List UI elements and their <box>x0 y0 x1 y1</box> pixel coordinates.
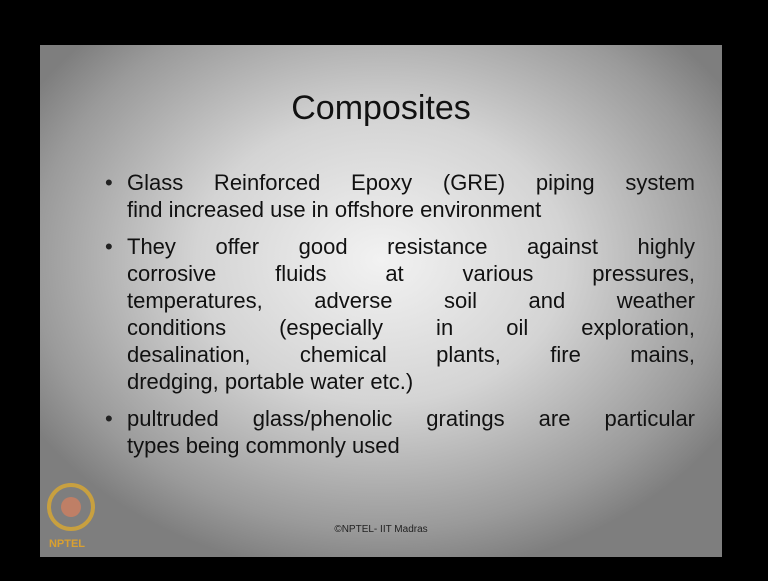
bullet-line: corrosive fluids at various pressures, <box>127 261 695 286</box>
logo: NPTEL <box>47 483 95 550</box>
bullet: • They offer good resistance against high… <box>105 233 695 395</box>
footer: ©NPTEL- IIT Madras <box>334 524 428 535</box>
slide-title: Composites <box>291 89 471 127</box>
bullet: • pultruded glass/phenolic gratings are p… <box>105 405 695 459</box>
bullet-line: pultruded glass/phenolic gratings are pa… <box>127 406 695 431</box>
bullet-list: • Glass Reinforced Epoxy (GRE) piping sys… <box>105 169 695 469</box>
bullet-line: conditions (especially in oil exploratio… <box>127 315 695 340</box>
bullet-line: They offer good resistance against highl… <box>127 234 695 259</box>
bullet-line: Glass Reinforced Epoxy (GRE) piping syst… <box>127 170 695 195</box>
logo-text: NPTEL <box>49 538 85 550</box>
bullet-dot: • <box>105 170 113 195</box>
bullet: • Glass Reinforced Epoxy (GRE) piping sys… <box>105 169 695 223</box>
logo-center <box>61 497 81 517</box>
slide: Composites • Glass Reinforced Epoxy (GRE)… <box>40 45 722 557</box>
bullet-line: find increased use in offshore environme… <box>127 197 542 222</box>
logo-ring <box>47 483 95 531</box>
bullet-line: types being commonly used <box>127 433 400 458</box>
bullet-line: desalination, chemical plants, fire main… <box>127 342 695 367</box>
bullet-line: temperatures, adverse soil and weather <box>127 288 695 313</box>
bullet-dot: • <box>105 406 113 431</box>
bullet-line: dredging, portable water etc.) <box>127 369 414 394</box>
bullet-dot: • <box>105 234 113 259</box>
